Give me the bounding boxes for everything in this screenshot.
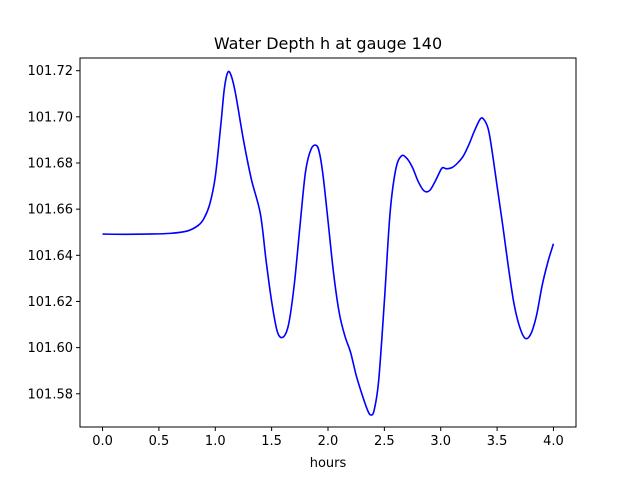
x-tick-label: 2.0: [318, 434, 339, 449]
y-tick-label: 101.70: [28, 110, 74, 125]
y-tick-label: 101.64: [28, 249, 74, 264]
series-line-0: [102, 70, 555, 416]
x-tick-label: 4.0: [543, 434, 564, 449]
x-tick-label: 2.5: [374, 434, 395, 449]
y-tick-label: 101.60: [28, 341, 74, 356]
x-tick-label: 1.0: [205, 434, 226, 449]
y-axis: 101.58 101.60 101.62 101.64 101.66 101.68 101.…: [28, 64, 80, 402]
x-tick-label: 3.5: [487, 434, 508, 449]
x-tick-label: 1.5: [261, 434, 282, 449]
plot-area: [80, 58, 576, 427]
x-tick-label: 0.5: [149, 434, 170, 449]
series-layer: [102, 70, 555, 416]
chart-title: Water Depth h at gauge 140: [214, 34, 442, 53]
x-tick-label: 3.0: [430, 434, 451, 449]
y-tick-label: 101.58: [28, 387, 74, 402]
x-tick-label: 0.0: [92, 434, 113, 449]
y-tick-label: 101.68: [28, 157, 74, 172]
y-tick-label: 101.62: [28, 295, 74, 310]
x-axis-label: hours: [310, 456, 347, 471]
x-axis: 0.0 0.5 1.0 1.5 2.0 2.5 3.0 3.5 4.0: [92, 427, 564, 449]
y-tick-label: 101.66: [28, 203, 74, 218]
y-tick-label: 101.72: [28, 64, 74, 79]
